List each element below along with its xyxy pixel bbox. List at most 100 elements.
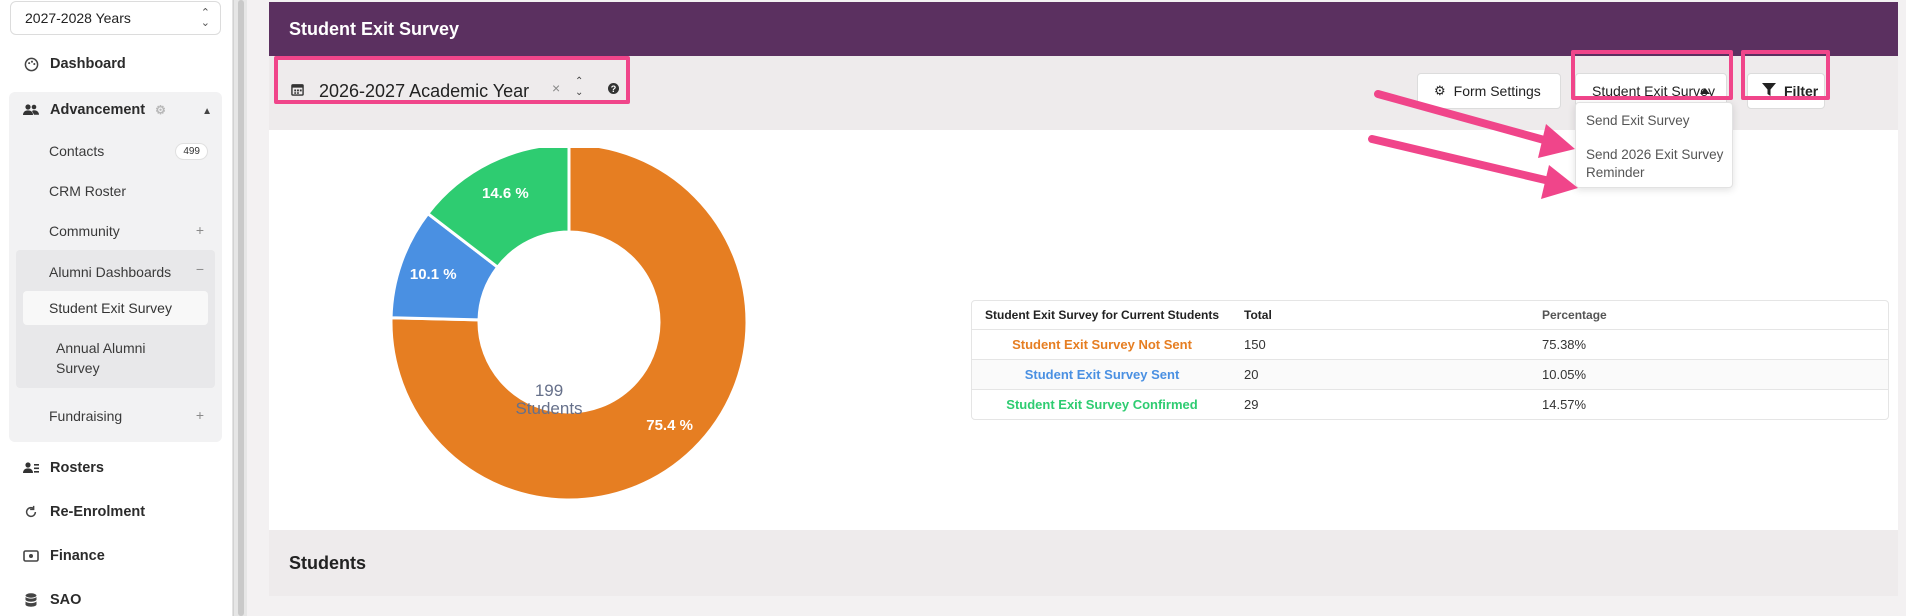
nav-rosters-label: Rosters — [50, 460, 104, 476]
expand-plus-icon[interactable]: + — [195, 407, 204, 423]
students-section-header: Students — [269, 530, 1898, 596]
nav-contacts-label: Contacts — [49, 143, 105, 159]
year-select-value: 2027-2028 Years — [25, 10, 131, 26]
survey-select-value: Student Exit Survey — [1592, 83, 1715, 99]
students-section-title: Students — [289, 552, 367, 573]
filter-label: Filter — [1784, 83, 1819, 99]
donut-slice[interactable] — [391, 148, 749, 502]
nav-re-enrolment-label: Re-Enrolment — [50, 504, 146, 520]
alumni-dashboards-group: Alumni Dashboards − Student Exit Survey … — [16, 250, 215, 388]
academic-year-value: 2026-2027 Academic Year — [319, 80, 530, 101]
contacts-count-badge: 499 — [175, 143, 208, 160]
form-settings-button[interactable]: ⚙ Form Settings — [1417, 73, 1561, 109]
menu-send-reminder-line2: Reminder — [1586, 165, 1645, 180]
nav-sao-label: SAO — [50, 592, 82, 608]
table-cell-total: 150 — [1244, 337, 1266, 352]
nav-alumni-dashboards-label: Alumni Dashboards — [49, 264, 172, 280]
sidebar: 2027-2028 Years ⌃ ⌄ Dashboard Advancement… — [0, 0, 233, 616]
chart-center-label: 199 Students — [499, 382, 599, 418]
chart-center-caption: Students — [515, 399, 583, 418]
table-cell-total: 29 — [1244, 397, 1259, 412]
nav-advancement[interactable]: Advancement ⚙ — [22, 102, 166, 118]
nav-fundraising[interactable]: Fundraising — [49, 408, 122, 424]
palette-icon — [22, 57, 40, 72]
nav-dashboard[interactable]: Dashboard — [22, 56, 126, 72]
gear-icon: ⚙ — [1434, 83, 1446, 98]
nav-alumni-dashboards[interactable]: Alumni Dashboards — [49, 264, 171, 280]
highlight-year-box — [274, 56, 630, 104]
scrollbar-thumb[interactable] — [238, 0, 244, 616]
clear-icon[interactable]: × — [552, 80, 561, 96]
nav-annual-alumni-survey[interactable]: Annual Alumni Survey — [56, 338, 146, 378]
filter-button[interactable]: Filter — [1747, 73, 1825, 109]
donut-slice-label: 10.1 % — [410, 266, 457, 283]
nav-re-enrolment[interactable]: Re-Enrolment — [22, 504, 145, 520]
form-settings-label: Form Settings — [1453, 83, 1541, 99]
nav-sao[interactable]: SAO — [22, 592, 81, 608]
nav-annual-alumni-survey-line1: Annual Alumni — [56, 340, 146, 356]
menu-send-exit-survey[interactable]: Send Exit Survey — [1586, 112, 1690, 130]
nav-finance[interactable]: Finance — [22, 548, 105, 564]
main-panel: Student Exit Survey 2026-2027 Academic Y… — [269, 2, 1898, 596]
donut-slice[interactable] — [425, 148, 571, 270]
menu-send-reminder[interactable]: Send 2026 Exit Survey Reminder — [1586, 146, 1723, 182]
table-header-row: Student Exit Survey for Current Students… — [972, 301, 1888, 329]
table-cell-percentage: 75.38% — [1542, 337, 1587, 352]
refresh-icon — [22, 505, 40, 519]
expand-plus-icon[interactable]: + — [195, 222, 204, 238]
nav-community[interactable]: Community — [49, 223, 120, 239]
select-chevrons-icon[interactable]: ⌃ ⌄ — [575, 76, 584, 98]
table-cell-total: 20 — [1244, 367, 1259, 382]
table-cell-percentage: 14.57% — [1542, 397, 1587, 412]
donut-chart: 75.4 % 10.1 % 14.6 % — [391, 148, 749, 502]
caret-up-icon — [1700, 88, 1710, 94]
year-select[interactable]: 2027-2028 Years ⌃ ⌄ — [10, 1, 221, 35]
table-cell-label: Student Exit Survey Not Sent — [1012, 337, 1192, 352]
menu-send-exit-survey-label: Send Exit Survey — [1586, 113, 1690, 128]
select-chevrons-icon: ⌃ ⌄ — [200, 7, 210, 29]
table-row: Student Exit Survey Confirmed 29 14.57% — [972, 389, 1888, 419]
table-header-category: Student Exit Survey for Current Students — [984, 308, 1220, 322]
database-icon — [22, 593, 40, 607]
sidebar-scrollbar[interactable] — [233, 0, 247, 616]
nav-student-exit-survey-active[interactable]: Student Exit Survey — [23, 291, 208, 325]
nav-finance-label: Finance — [50, 548, 105, 564]
filter-icon — [1762, 82, 1776, 100]
chart-center-value: 199 — [534, 381, 564, 400]
page-title: Student Exit Survey — [289, 18, 460, 39]
advancement-section: Advancement ⚙ ▲ Contacts 499 CRM Roster … — [9, 92, 222, 442]
users-icon — [22, 103, 40, 117]
nav-annual-alumni-survey-line2: Survey — [56, 360, 100, 376]
nav-crm-roster[interactable]: CRM Roster — [49, 183, 126, 199]
roster-icon — [22, 461, 40, 475]
table-cell-label: Student Exit Survey Confirmed — [1006, 397, 1198, 412]
table-row: Student Exit Survey Sent 20 10.05% — [972, 359, 1888, 389]
table-header-total: Total — [1244, 308, 1272, 322]
nav-advancement-label: Advancement — [50, 102, 146, 118]
table-header-percentage: Percentage — [1542, 308, 1607, 322]
nav-dashboard-label: Dashboard — [50, 56, 126, 72]
help-icon[interactable]: ? — [608, 83, 619, 94]
donut-slice-label: 14.6 % — [482, 185, 529, 202]
calendar-icon — [291, 83, 309, 99]
caret-up-icon[interactable]: ▲ — [202, 106, 212, 117]
page-header: Student Exit Survey — [269, 2, 1898, 56]
highlight-survey-select — [1571, 50, 1733, 100]
dashboard-content: 75.4 % 10.1 % 14.6 % 199 Students Student … — [269, 130, 1898, 530]
table-row: Student Exit Survey Not Sent 150 75.38% — [972, 329, 1888, 359]
survey-actions-menu: Send Exit Survey Send 2026 Exit Survey R… — [1575, 102, 1733, 188]
nav-student-exit-survey-label: Student Exit Survey — [49, 300, 172, 316]
nav-fundraising-label: Fundraising — [49, 408, 123, 424]
stats-table: Student Exit Survey for Current Students… — [971, 300, 1889, 420]
menu-send-reminder-line1: Send 2026 Exit Survey — [1586, 147, 1724, 162]
table-cell-label: Student Exit Survey Sent — [1024, 367, 1180, 382]
highlight-filter — [1741, 50, 1830, 100]
table-cell-percentage: 10.05% — [1542, 367, 1587, 382]
nav-contacts[interactable]: Contacts — [49, 143, 104, 159]
academic-year-select[interactable]: 2026-2027 Academic Year × ⌃ ⌄ ? — [279, 64, 619, 118]
nav-rosters[interactable]: Rosters — [22, 460, 104, 476]
nav-crm-roster-label: CRM Roster — [49, 183, 127, 199]
collapse-minus-icon[interactable]: − — [195, 261, 204, 277]
money-icon — [22, 550, 40, 562]
gear-icon[interactable]: ⚙ — [155, 103, 166, 117]
